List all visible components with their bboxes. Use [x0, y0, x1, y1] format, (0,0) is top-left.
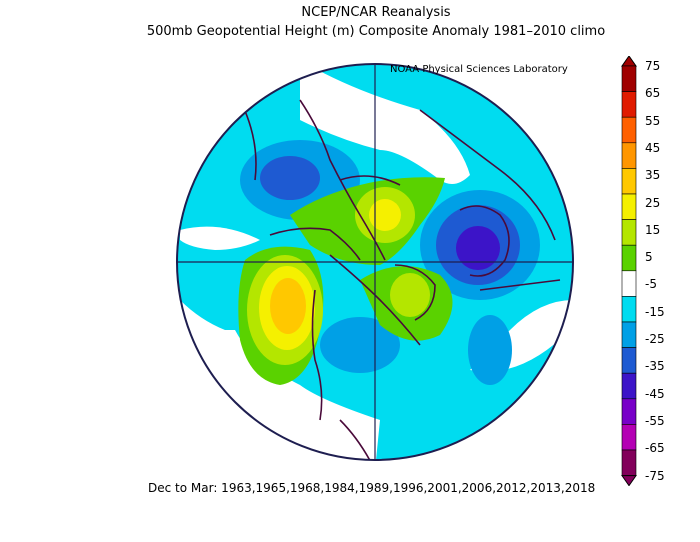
- colorbar-tick-label: -25: [645, 332, 665, 347]
- colorbar-tick-label: -15: [645, 304, 665, 319]
- colorbar-tick-label: 15: [645, 222, 661, 237]
- colorbar-swatch: [621, 116, 637, 144]
- colorbar-tick-label: -35: [645, 359, 665, 374]
- colorbar-tick-label: -55: [645, 413, 665, 428]
- colorbar-swatch: [621, 347, 637, 374]
- colorbar-swatch: [621, 321, 637, 348]
- colorbar-swatch: [621, 142, 637, 169]
- colorbar: [621, 56, 637, 486]
- credit-label: NOAA Physical Sciences Laboratory: [390, 64, 568, 75]
- colorbar-tick-label: 45: [645, 140, 661, 155]
- colorbar-swatch: [621, 398, 637, 425]
- colorbar-tick-label: -5: [645, 277, 657, 292]
- page-title: NCEP/NCAR Reanalysis: [301, 5, 451, 20]
- colorbar-tick-label: -65: [645, 441, 665, 456]
- page-subtitle: 500mb Geopotential Height (m) Composite …: [146, 24, 606, 39]
- colorbar-swatch: [621, 65, 637, 92]
- colorbar-tick-label: 35: [645, 168, 661, 183]
- colorbar-swatch: [621, 168, 637, 195]
- period-text: Dec to Mar: 1963,1965,1968,1984,1989,199…: [148, 481, 596, 495]
- colorbar-tick-label: 55: [645, 113, 661, 128]
- colorbar-swatch: [621, 219, 637, 246]
- colorbar-swatch: [621, 424, 637, 451]
- colorbar-bottom-arrow: [621, 475, 637, 486]
- map-border: [176, 63, 574, 461]
- colorbar-swatch: [621, 193, 637, 220]
- colorbar-swatch: [621, 244, 637, 272]
- colorbar-swatch: [621, 91, 637, 118]
- colorbar-tick-label: 65: [645, 86, 661, 101]
- colorbar-tick-label: -75: [645, 468, 665, 483]
- colorbar-swatch: [621, 296, 637, 323]
- colorbar-tick-label: 25: [645, 195, 661, 210]
- coastlines: [239, 99, 561, 460]
- colorbar-tick-label: -45: [645, 386, 665, 401]
- colorbar-tick-label: 75: [645, 59, 661, 73]
- colorbar-tick-label: 5: [645, 250, 653, 265]
- anomaly-eastern-us-negative: [320, 317, 400, 373]
- colorbar-swatch: [621, 449, 637, 476]
- colorbar-top-arrow: [621, 56, 637, 67]
- colorbar-swatch: [621, 372, 637, 400]
- colorbar-swatch: [621, 270, 637, 297]
- graticule: [177, 64, 573, 460]
